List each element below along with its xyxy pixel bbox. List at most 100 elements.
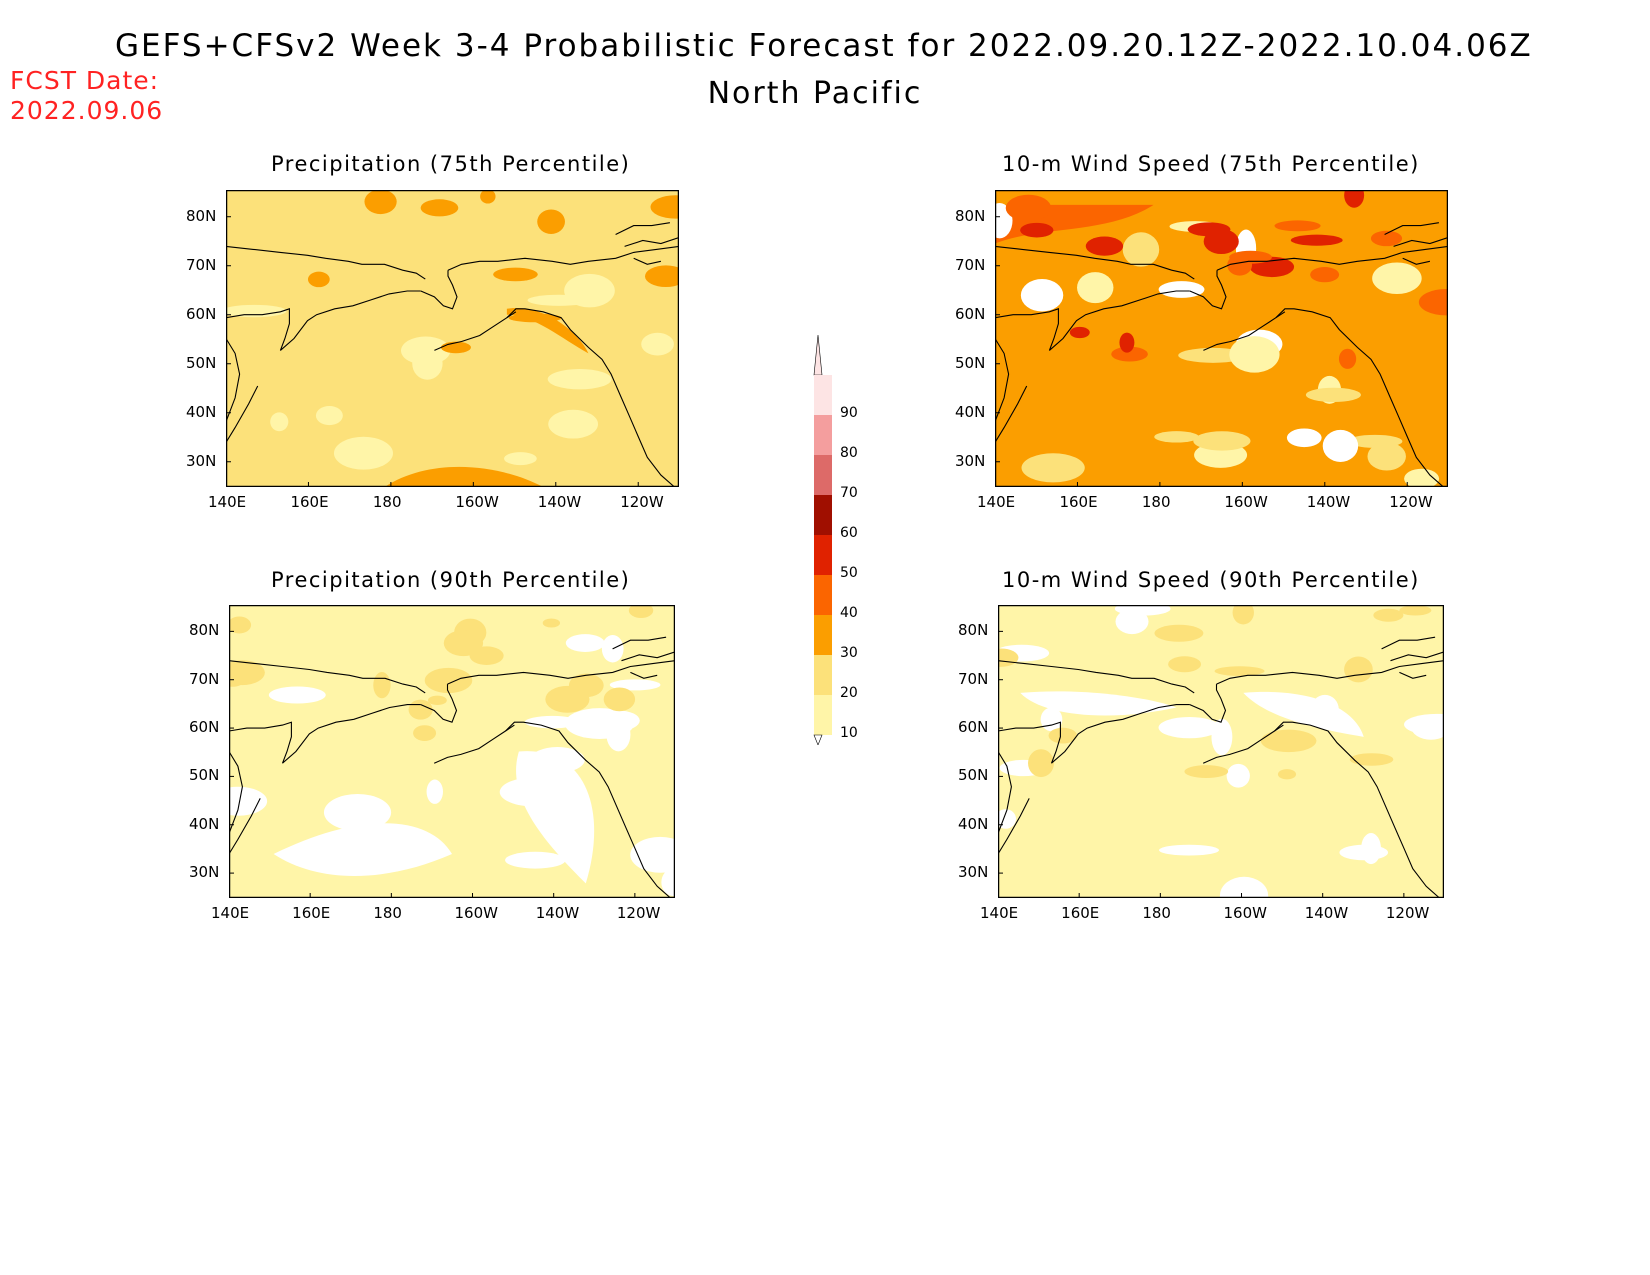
contour-patch [1305, 387, 1361, 403]
contour-patch [1005, 194, 1052, 222]
coastline [420, 270, 458, 310]
contour-patch [644, 265, 679, 288]
contour-patch [524, 715, 580, 729]
contour-patch [333, 436, 393, 470]
contour-patch [1310, 694, 1339, 724]
contour-patch [401, 336, 451, 365]
coastline [420, 684, 458, 723]
contour-patch [307, 271, 330, 288]
contour-patch [1232, 605, 1254, 625]
contour-patch [1158, 281, 1205, 298]
contour-patch [270, 412, 289, 432]
contour-patch [1399, 605, 1432, 616]
contour-patch [1122, 232, 1160, 267]
lat-tick-label: 30N [955, 451, 986, 470]
contour-patch [1372, 262, 1422, 295]
map-wind-90 [998, 605, 1444, 898]
lon-tick-label: 120W [1385, 904, 1430, 922]
contour-patch [1370, 230, 1403, 247]
map-frame [229, 605, 675, 898]
contour-patch [1184, 765, 1229, 779]
contour-patch [530, 747, 585, 773]
contour-patch [661, 868, 675, 897]
contour-patch [499, 777, 571, 807]
colorbar-tick-label: 20 [840, 685, 858, 701]
lat-tick-label: 70N [189, 669, 220, 688]
contour-patch [426, 779, 443, 804]
region-subtitle: North Pacific [707, 76, 923, 111]
lon-tick-label: 160W [1223, 904, 1267, 922]
panel-title-precip-90: Precipitation (90th Percentile) [271, 568, 631, 592]
coastline [1399, 671, 1427, 679]
contour-patch [1226, 763, 1250, 788]
contour-patch [542, 618, 561, 628]
colorbar-tick-label: 90 [840, 405, 858, 421]
contour-patch [1404, 713, 1444, 736]
lon-tick-label: 180 [1142, 904, 1171, 922]
contour-patch [1349, 753, 1394, 766]
lat-tick-label: 60N [189, 718, 220, 737]
lon-tick-label: 180 [372, 493, 402, 511]
contour-patch [1040, 707, 1063, 732]
panel-title-precip-75: Precipitation (75th Percentile) [271, 152, 631, 176]
contour-patch [1367, 442, 1406, 471]
contour-patch [998, 809, 1016, 829]
contour-patch [1028, 749, 1054, 778]
coastline [998, 751, 1012, 834]
contour-patch [641, 332, 674, 356]
coastline [995, 290, 1190, 351]
contour-patch [364, 190, 397, 215]
colorbar-segment [814, 655, 832, 695]
lon-tick-label: 140E [977, 493, 1016, 511]
contour-patch [443, 630, 484, 657]
map-precip-90 [229, 605, 675, 898]
coastline [1216, 245, 1448, 271]
coastline [229, 660, 426, 694]
contour-patch [420, 199, 459, 217]
contour-patch [1219, 876, 1269, 898]
lat-tick-label: 30N [186, 451, 217, 470]
contour-patch [1069, 326, 1090, 339]
contour-patch [1260, 729, 1317, 753]
panel-title-wind-90: 10-m Wind Speed (90th Percentile) [1002, 568, 1420, 592]
contour-patch [427, 695, 447, 705]
lat-tick-label: 50N [955, 353, 986, 372]
contour-patch [606, 717, 631, 752]
colorbar-segment [814, 415, 832, 455]
lat-tick-label: 80N [958, 621, 989, 640]
contour-region [273, 823, 452, 877]
lat-tick-label: 80N [186, 206, 217, 225]
contour-patch [1193, 431, 1251, 451]
contour-patch [1338, 348, 1357, 369]
contour-patch [1154, 431, 1199, 443]
coastline [612, 636, 667, 650]
contour-patch [1404, 468, 1440, 487]
contour-patch [1274, 220, 1321, 232]
contour-patch [504, 452, 537, 466]
lon-tick-label: 140W [537, 493, 582, 511]
lon-tick-label: 140E [980, 904, 1019, 922]
lat-tick-label: 40N [189, 814, 220, 833]
coastline [226, 245, 426, 280]
contour-patch [548, 409, 599, 439]
coastline [998, 798, 1030, 855]
contour-patch [1339, 844, 1389, 861]
coastline [995, 385, 1028, 443]
coastline [1275, 308, 1444, 487]
lon-tick-label: 140E [211, 904, 250, 922]
contour-patch [424, 667, 473, 694]
lat-tick-label: 40N [958, 814, 989, 833]
coastline [630, 671, 658, 679]
contour-region [1020, 691, 1177, 716]
lon-tick-label: 160W [454, 904, 498, 922]
contour-patch [1111, 346, 1148, 362]
contour-patch [547, 368, 612, 390]
lat-tick-label: 80N [189, 621, 220, 640]
coastline [1384, 222, 1439, 235]
contour-patch [1344, 190, 1365, 208]
coastline [229, 704, 421, 764]
contour-patch [1286, 428, 1322, 448]
colorbar-top-extension [813, 335, 823, 376]
colorbar-tick-label: 60 [840, 525, 858, 541]
lat-tick-label: 80N [955, 206, 986, 225]
